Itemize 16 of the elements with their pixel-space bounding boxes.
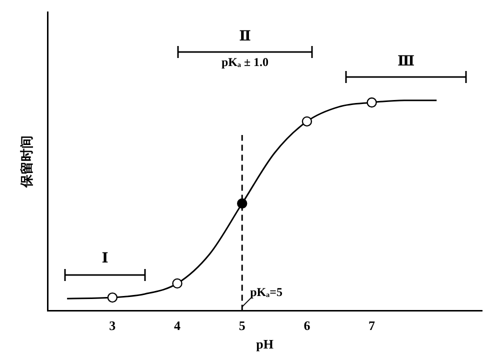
annotation: Ⅰ (102, 252, 108, 267)
x-tick-label: 4 (174, 318, 182, 333)
text: Ⅲ (397, 54, 415, 70)
x-tick-label: 6 (304, 318, 311, 333)
x-tick-label: 3 (109, 318, 116, 333)
point (366, 97, 377, 108)
point (172, 278, 182, 289)
ref-line-label: pKₐ=5 (250, 284, 282, 299)
text: pKₐ ± 1.0 (221, 55, 269, 70)
point (107, 292, 118, 303)
x-tick-label: 7 (368, 318, 376, 333)
text: Ⅱ (239, 30, 252, 45)
point (302, 116, 312, 127)
x-tick-label: 5 (238, 318, 246, 333)
x-axis-title: pH (256, 336, 274, 352)
y-axis-title: 保留时间 (20, 135, 36, 188)
